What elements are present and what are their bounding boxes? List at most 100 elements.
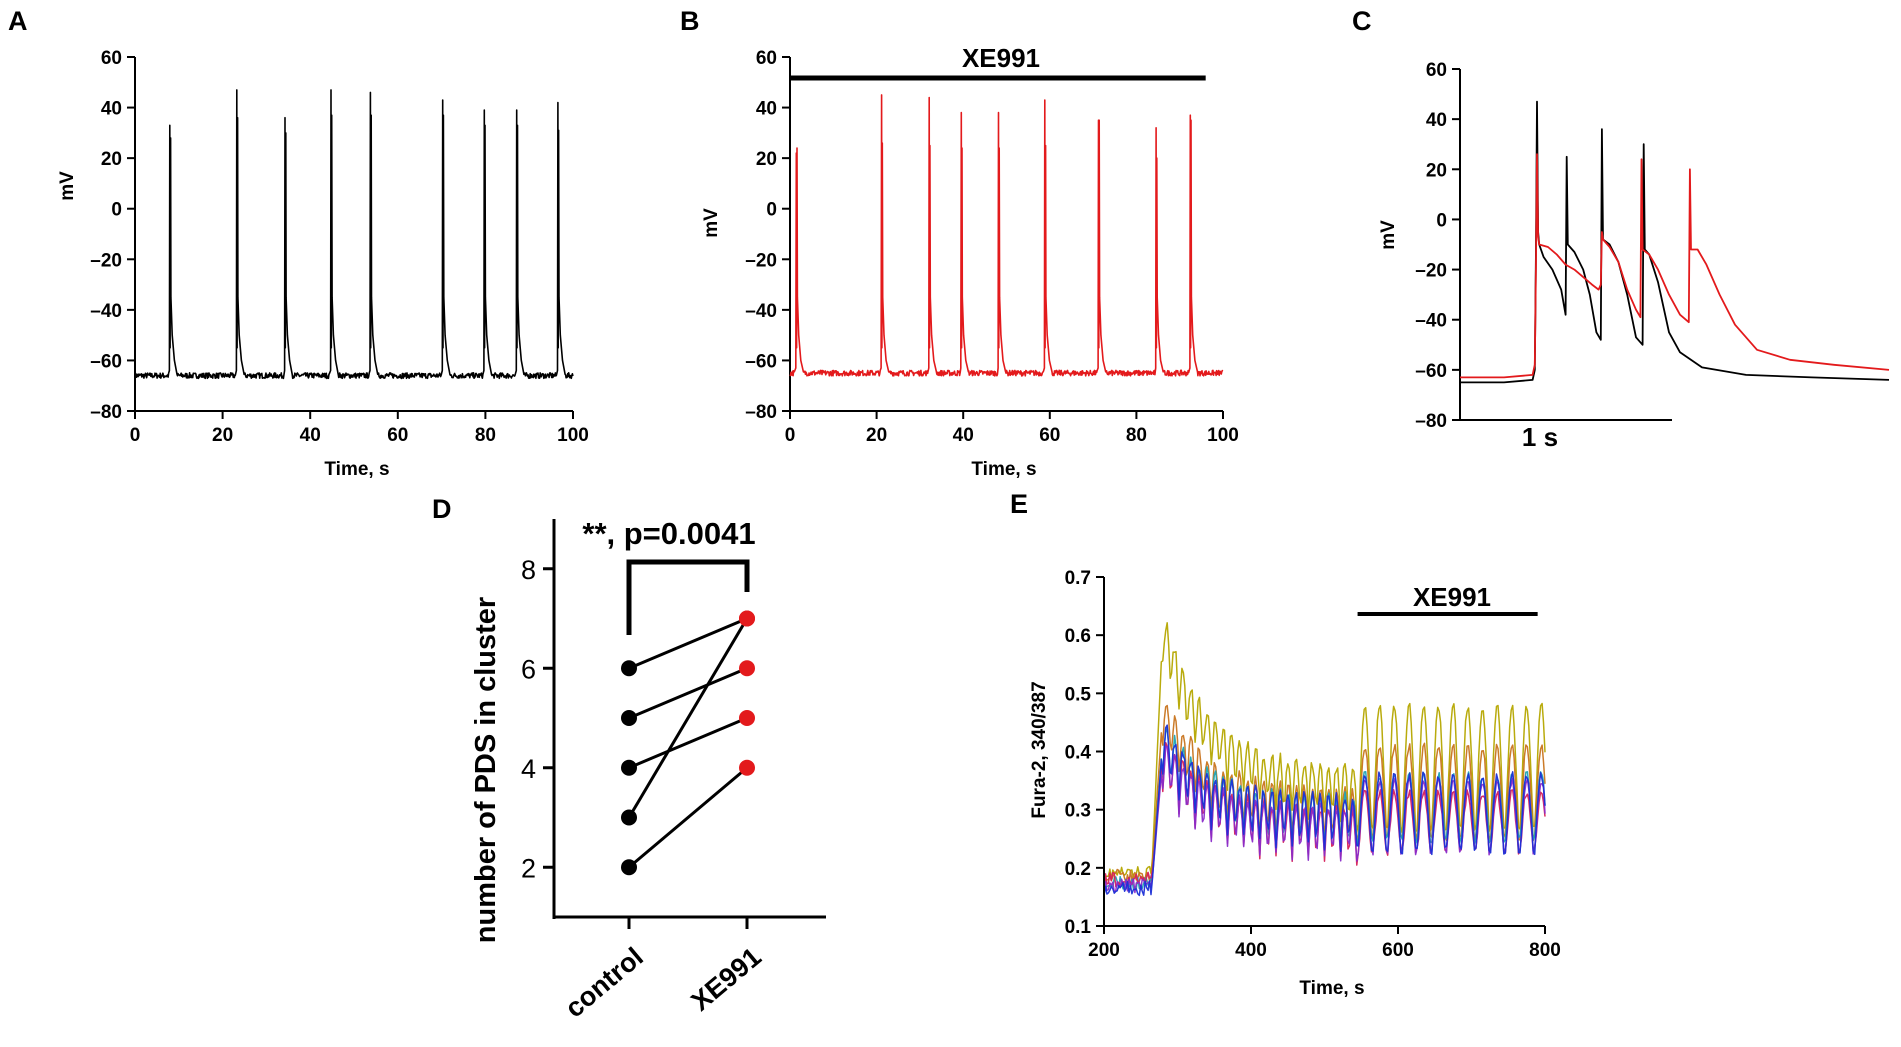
x-tick-label: 40 [300, 425, 321, 446]
y-tick-label: 0.1 [1065, 917, 1092, 938]
y-tick-label: 0.5 [1065, 684, 1092, 705]
panel-c-ylabel: mV [1378, 220, 1399, 250]
panel-d: D **, p=0.0041 2 4 6 8 control XE991 number o… [432, 494, 826, 1023]
panel-d-ylabel: number of PDS in cluster [470, 597, 502, 943]
panel-c-letter: C [1352, 6, 1372, 36]
fura-trace-1 [1103, 622, 1546, 882]
x-tick-label: 80 [475, 425, 496, 446]
x-tick-label: 400 [1235, 940, 1267, 961]
panel-c-traces [1460, 100, 1890, 384]
panel-d-axes: 2 4 6 8 control XE991 [521, 519, 826, 1023]
panel-b-xe991-label: XE991 [962, 43, 1040, 73]
panel-a-xlabel: Time, s [324, 459, 389, 480]
y-tick-label: 0 [766, 200, 777, 221]
y-tick-label: –40 [745, 301, 777, 322]
pair-line [628, 716, 748, 770]
panel-b-trace [789, 94, 1224, 377]
panel-d-significance: **, p=0.0041 [582, 516, 755, 551]
y-tick-label: 0.3 [1065, 801, 1091, 822]
panel-d-pairs [621, 610, 755, 876]
y-tick-label: 8 [521, 555, 536, 585]
x-tick-label: 100 [557, 425, 589, 446]
pair-line [628, 666, 748, 720]
panel-d-significance-bracket [626, 559, 750, 635]
y-tick-label: 0 [1436, 210, 1447, 231]
y-tick-label: –20 [1415, 261, 1447, 282]
panel-b-x-axis: 0 20 40 60 80 100 [785, 410, 1239, 446]
y-tick-label: 40 [1426, 110, 1447, 131]
xe991-point [739, 660, 755, 677]
panel-a: A –80 –60 –40 –20 0 20 40 60 0 20 40 60 80 100 mV Ti… [8, 6, 589, 480]
y-tick-label: –80 [90, 402, 122, 423]
panel-b-y-axis: –80 –60 –40 –20 0 20 40 60 [745, 48, 791, 423]
xe991-trace [1460, 153, 1890, 379]
panel-a-letter: A [8, 6, 28, 36]
y-tick-label: 40 [101, 99, 122, 120]
y-tick-label: 60 [1426, 60, 1447, 81]
y-tick-label: –60 [745, 351, 777, 372]
panel-e-traces [1103, 622, 1546, 897]
panel-a-trace [134, 89, 574, 380]
y-tick-label: 4 [521, 754, 536, 784]
control-point [621, 759, 637, 776]
panel-b-xlabel: Time, s [971, 459, 1036, 480]
x-tick-label: 800 [1529, 940, 1561, 961]
panel-c: C –80 –60 –40 –20 0 20 40 60 1 s mV [1352, 6, 1890, 452]
y-tick-label: 0.7 [1065, 568, 1091, 589]
xe991-point [739, 759, 755, 776]
x-tick-label: 20 [866, 425, 887, 446]
pair-line [627, 617, 749, 819]
control-point [621, 809, 637, 826]
pair-line [628, 766, 748, 869]
category-label-xe991: XE991 [685, 942, 766, 1017]
y-tick-label: 20 [756, 149, 777, 170]
panel-e-xlabel: Time, s [1299, 978, 1364, 999]
x-tick-label: 100 [1207, 425, 1239, 446]
control-trace [1460, 100, 1890, 384]
panel-e-x-axis: 200 400 600 800 [1088, 925, 1561, 961]
control-point [621, 859, 637, 876]
y-tick-label: –20 [745, 250, 777, 271]
x-tick-label: 0 [785, 425, 796, 446]
y-tick-label: –60 [1415, 361, 1447, 382]
fura-trace-6 [1103, 724, 1546, 897]
y-tick-label: 0.6 [1065, 626, 1091, 647]
panel-e: E XE991 0.1 0.2 0.3 0.4 0.5 0.6 0.7 200 400 600 8… [1010, 489, 1561, 999]
x-tick-label: 80 [1126, 425, 1147, 446]
y-tick-label: 6 [521, 654, 536, 684]
y-tick-label: –80 [1415, 411, 1447, 432]
xe991-point [739, 610, 755, 627]
xe991-trace [789, 94, 1224, 377]
panel-e-letter: E [1010, 489, 1028, 519]
y-tick-label: 40 [756, 99, 777, 120]
x-tick-label: 60 [387, 425, 408, 446]
panel-a-x-axis: 0 20 40 60 80 100 [130, 410, 589, 446]
x-tick-label: 60 [1039, 425, 1060, 446]
control-point [621, 710, 637, 726]
y-tick-label: –40 [1415, 311, 1447, 332]
x-tick-label: 600 [1382, 940, 1414, 961]
control-point [621, 660, 637, 677]
panel-b: B XE991 –80 –60 –40 –20 0 20 40 60 0 20 40 60 80 100… [680, 6, 1239, 480]
y-tick-label: –40 [90, 301, 122, 322]
control-trace [134, 89, 574, 380]
y-tick-label: 20 [101, 149, 122, 170]
y-tick-label: –80 [745, 402, 777, 423]
panel-b-letter: B [680, 6, 700, 36]
category-label-control: control [559, 942, 648, 1024]
x-tick-label: 200 [1088, 940, 1120, 961]
panel-d-letter: D [432, 494, 452, 524]
panel-e-ylabel: Fura-2, 340/387 [1029, 681, 1050, 818]
x-tick-label: 40 [953, 425, 974, 446]
panel-a-y-axis: –80 –60 –40 –20 0 20 40 60 [90, 48, 136, 423]
x-tick-label: 0 [130, 425, 141, 446]
y-tick-label: 0 [111, 200, 122, 221]
panel-e-xe991-label: XE991 [1413, 582, 1491, 612]
panel-a-ylabel: mV [57, 171, 78, 201]
panel-e-y-axis: 0.1 0.2 0.3 0.4 0.5 0.6 0.7 [1065, 568, 1105, 938]
y-tick-label: 2 [521, 853, 536, 883]
x-tick-label: 20 [212, 425, 233, 446]
y-tick-label: –60 [90, 351, 122, 372]
panel-b-ylabel: mV [701, 208, 722, 238]
